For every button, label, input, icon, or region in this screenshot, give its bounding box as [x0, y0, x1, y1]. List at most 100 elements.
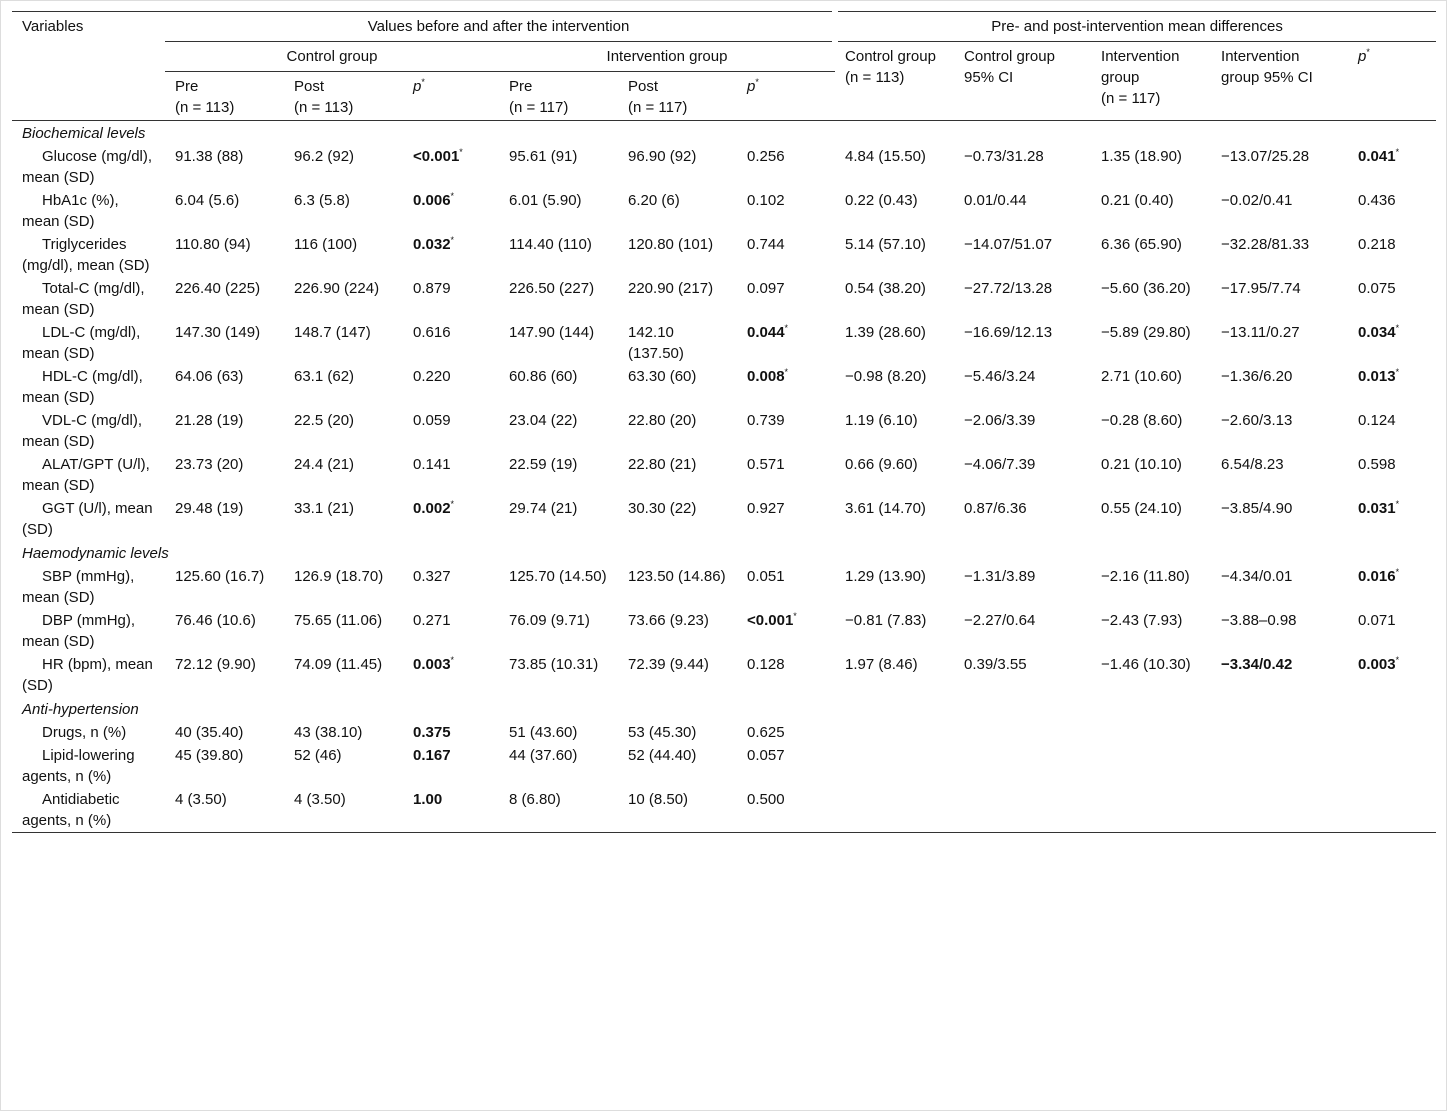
cell: 6.36 (65.90) — [1101, 236, 1182, 253]
cell: 6.04 (5.6) — [175, 192, 240, 209]
cell: 1.29 (13.90) — [845, 568, 926, 585]
cell — [1091, 744, 1211, 788]
section-title: Biochemical levels — [22, 125, 146, 142]
row-label: LDL-C (mg/dl), mean (SD) — [22, 324, 141, 362]
header-cell: Intervention group (n = 117) — [1091, 41, 1212, 121]
cell: 64.06 (63) — [175, 368, 244, 385]
cell — [954, 744, 1091, 788]
header-row: Variables Values before and after the int… — [12, 11, 1437, 121]
cell: −0.28 (8.60) — [1101, 412, 1183, 429]
cell: 0.044* — [737, 321, 835, 365]
cell: −17.95/7.74 — [1221, 280, 1301, 297]
data-row: HbA1c (%), mean (SD) 6.04 (5.6) 6.3 (5.8) 0… — [12, 189, 1436, 233]
cell — [1091, 788, 1211, 833]
cell: 0.55 (24.10) — [1101, 500, 1182, 517]
cell: 1.35 (18.90) — [1101, 148, 1182, 165]
cell: 0.571 — [747, 456, 785, 473]
cell: 0.21 (0.40) — [1101, 192, 1174, 209]
data-row: GGT (U/l), mean (SD) 29.48 (19) 33.1 (21) 0… — [12, 497, 1436, 541]
cell: <0.001* — [737, 609, 835, 653]
cell-line: (n = 113) — [845, 69, 905, 86]
cell-text: 0.041 — [1358, 148, 1396, 165]
data-row: Lipid-lowering agents, n (%) 45 (39.80) 52… — [12, 744, 1436, 788]
header-row: Pre (n = 113) Post (n = 113) p* Pre (n = 117) P… — [12, 71, 1436, 121]
cell: 0.327 — [413, 568, 451, 585]
cell: 44 (37.60) — [509, 747, 578, 764]
cell: 74.09 (11.45) — [294, 656, 383, 673]
cell-text: 0.034 — [1358, 324, 1396, 341]
cell: −0.73/31.28 — [964, 148, 1044, 165]
cell: 6.20 (6) — [628, 192, 680, 209]
cell: 10 (8.50) — [628, 791, 689, 808]
section-row: Anti-hypertension — [12, 697, 1436, 721]
cell: 0.124 — [1358, 412, 1396, 429]
cell-text: 0.167 — [413, 747, 451, 764]
cell — [835, 721, 954, 744]
cell: −14.07/51.07 — [964, 236, 1053, 253]
cell: −2.60/3.13 — [1221, 412, 1293, 429]
cell: 0.616 — [413, 324, 451, 341]
header-cell: Pre (n = 113) — [165, 71, 284, 121]
cell: 142.10 (137.50) — [628, 324, 684, 362]
cell — [1211, 721, 1348, 744]
row-label: HR (bpm), mean (SD) — [22, 656, 153, 694]
cell-line: Pre — [509, 78, 533, 95]
section-title: Haemodynamic levels — [22, 545, 169, 562]
cell: 6.54/8.23 — [1221, 456, 1284, 473]
cell: 22.80 (20) — [628, 412, 697, 429]
data-row: VDL-C (mg/dl), mean (SD) 21.28 (19) 22.5 (… — [12, 409, 1436, 453]
data-row: SBP (mmHg), mean (SD) 125.60 (16.7) 126.9 … — [12, 565, 1436, 609]
cell-text: 0.006 — [413, 192, 451, 209]
header-cell: p* — [403, 71, 499, 121]
cell: −2.16 (11.80) — [1101, 568, 1190, 585]
cell: 0.051 — [747, 568, 785, 585]
data-row: LDL-C (mg/dl), mean (SD) 147.30 (149) 148.… — [12, 321, 1436, 365]
header-cell: Post (n = 117) — [618, 71, 737, 121]
row-label: HDL-C (mg/dl), mean (SD) — [22, 368, 143, 406]
cell-line: (n = 113) — [175, 99, 235, 116]
cell-line: (n = 117) — [628, 99, 688, 116]
cell-line: Control group — [964, 48, 1055, 65]
cell: 0.034* — [1348, 321, 1436, 365]
cell-line: (n = 117) — [509, 99, 569, 116]
cell: −13.07/25.28 — [1221, 148, 1310, 165]
row-label: Antidiabetic agents, n (%) — [22, 791, 120, 829]
cell: 4 (3.50) — [294, 791, 346, 808]
data-table: Variables Values before and after the int… — [12, 11, 1437, 833]
cell: 24.4 (21) — [294, 456, 355, 473]
cell-sup: * — [1366, 47, 1370, 57]
cell-text: 0.032 — [413, 236, 451, 253]
cell: 60.86 (60) — [509, 368, 578, 385]
cell: 148.7 (147) — [294, 324, 371, 341]
cell: 63.30 (60) — [628, 368, 697, 385]
section-title: Anti-hypertension — [22, 701, 139, 718]
cell-text: −3.34/0.42 — [1221, 656, 1293, 673]
cell-sup: * — [784, 323, 789, 333]
cell: 0.879 — [413, 280, 451, 297]
cell: 0.013* — [1348, 365, 1436, 409]
cell: 120.80 (101) — [628, 236, 714, 253]
cell: 1.97 (8.46) — [845, 656, 918, 673]
cell: −13.11/0.27 — [1221, 324, 1300, 341]
header-cell: Control group — [165, 41, 499, 72]
cell: 0.271 — [413, 612, 451, 629]
cell-sup: * — [1395, 499, 1400, 509]
row-label: VDL-C (mg/dl), mean (SD) — [22, 412, 143, 450]
cell: 0.032* — [403, 233, 499, 277]
table-body: Biochemical levels Glucose (mg/dl), mean … — [12, 121, 1436, 833]
cell: 23.04 (22) — [509, 412, 578, 429]
row-label: Triglycerides (mg/dl), mean (SD) — [22, 236, 150, 274]
cell: 0.54 (38.20) — [845, 280, 926, 297]
header-cell: Pre (n = 117) — [499, 71, 618, 121]
cell: 0.016* — [1348, 565, 1436, 609]
cell-sup: * — [1395, 147, 1400, 157]
cell-sup: * — [1395, 655, 1400, 665]
cell: 76.09 (9.71) — [509, 612, 590, 629]
cell-text: 1.00 — [413, 791, 443, 808]
cell: 0.256 — [747, 148, 785, 165]
cell-sup: * — [421, 77, 425, 87]
cell: −2.06/3.39 — [964, 412, 1036, 429]
cell: 0.218 — [1358, 236, 1396, 253]
row-label: DBP (mmHg), mean (SD) — [22, 612, 136, 650]
cell: 147.90 (144) — [509, 324, 595, 341]
